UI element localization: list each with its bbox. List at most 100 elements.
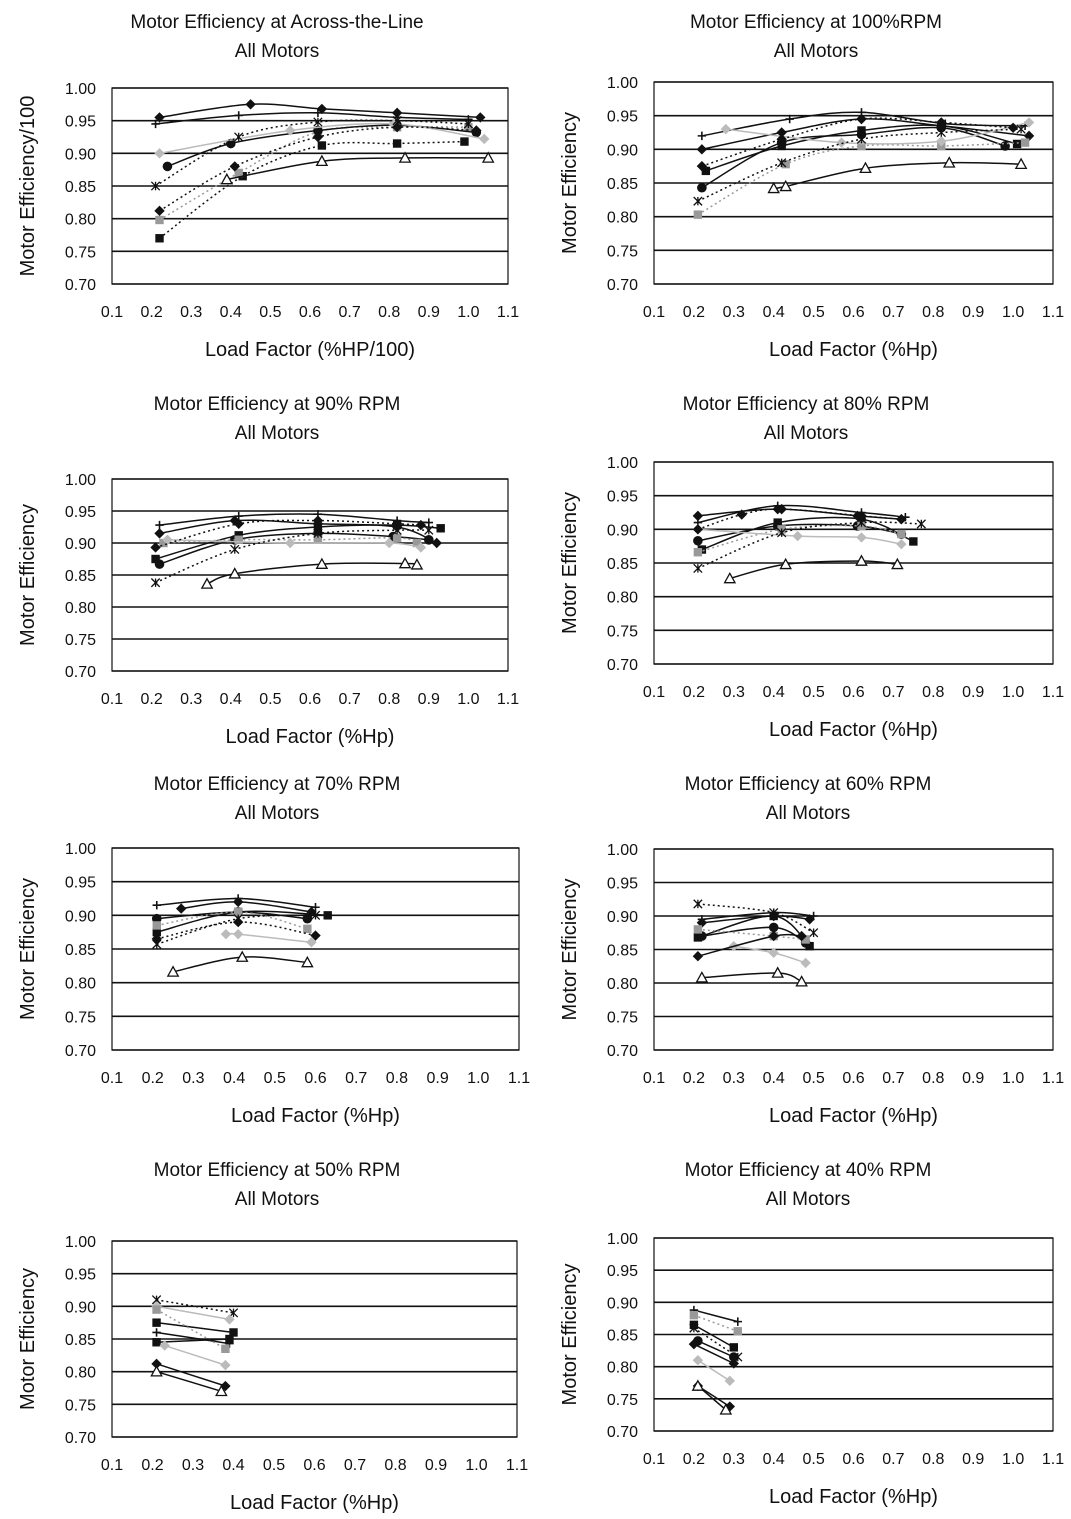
- y-tick-label: 0.90: [65, 1299, 96, 1316]
- x-tick-label: 0.5: [802, 1451, 824, 1468]
- x-tick-label: 0.5: [259, 691, 281, 708]
- data-point: [724, 1401, 736, 1412]
- data-point: [805, 941, 814, 951]
- y-tick-label: 0.80: [65, 1365, 96, 1382]
- data-point: [415, 542, 427, 553]
- series-7: [692, 1355, 736, 1387]
- series-3: [152, 1318, 238, 1337]
- data-point: [696, 160, 708, 172]
- series-line: [693, 1327, 739, 1358]
- x-tick-label: 0.9: [426, 1070, 448, 1087]
- data-point: [693, 563, 703, 574]
- x-tick-label: 0.9: [425, 1457, 447, 1474]
- y-tick-label: 0.80: [65, 976, 96, 993]
- data-point: [475, 112, 486, 123]
- series-6: [220, 928, 317, 948]
- data-point: [310, 910, 321, 920]
- x-tick-label: 0.3: [182, 1070, 204, 1087]
- data-point: [310, 930, 321, 941]
- y-tick-label: 0.75: [607, 243, 638, 260]
- x-tick-label: 1.0: [1002, 304, 1024, 321]
- data-point: [776, 134, 787, 145]
- x-tick-label: 1.1: [497, 304, 519, 321]
- data-point: [233, 518, 244, 529]
- data-point: [767, 181, 781, 194]
- series-8: [692, 930, 807, 962]
- data-point: [155, 234, 164, 243]
- y-tick-label: 0.70: [607, 1424, 638, 1441]
- data-point: [768, 947, 779, 959]
- y-tick-label: 0.70: [65, 664, 96, 681]
- data-point: [152, 901, 161, 910]
- data-point: [857, 141, 866, 151]
- data-point: [856, 134, 867, 144]
- y-tick-label: 0.90: [65, 146, 96, 163]
- x-tick-label: 1.1: [1042, 684, 1064, 701]
- chart-panel-3: Motor Efficiency at 90% RPM All Motors 0.7…: [17, 394, 519, 748]
- y-tick-label: 1.00: [65, 81, 96, 98]
- x-tick-label: 1.1: [508, 1070, 530, 1087]
- x-tick-label: 0.2: [683, 1451, 705, 1468]
- x-tick-label: 1.0: [465, 1457, 487, 1474]
- data-point: [221, 1344, 230, 1353]
- chart-subtitle: All Motors: [774, 41, 858, 62]
- series-line: [701, 516, 914, 551]
- y-tick-label: 0.95: [65, 114, 96, 131]
- data-point: [796, 930, 807, 942]
- x-tick-label: 0.1: [101, 1457, 123, 1474]
- data-point: [942, 156, 956, 168]
- x-axis-label: Load Factor (%Hp): [226, 726, 395, 748]
- series-5: [159, 533, 422, 548]
- y-axis-label: Motor Efficiency: [559, 112, 581, 254]
- data-point: [696, 144, 708, 155]
- data-point: [688, 1338, 700, 1350]
- x-tick-label: 0.1: [101, 304, 123, 321]
- data-point: [392, 533, 402, 543]
- series-5: [693, 1336, 739, 1362]
- x-tick-label: 1.0: [457, 304, 479, 321]
- y-tick-label: 0.90: [607, 1295, 638, 1312]
- x-tick-label: 0.5: [264, 1070, 286, 1087]
- series-line: [729, 560, 898, 580]
- chart-title: Motor Efficiency at 80% RPM: [683, 394, 930, 415]
- data-point: [728, 1358, 739, 1369]
- data-point: [936, 136, 947, 147]
- data-point: [398, 556, 412, 569]
- data-point: [856, 532, 867, 543]
- data-point: [909, 537, 918, 546]
- y-tick-label: 0.70: [65, 1043, 96, 1060]
- x-tick-label: 0.2: [140, 304, 162, 321]
- series-1: [689, 1305, 742, 1326]
- x-tick-label: 0.7: [882, 304, 904, 321]
- chart-title: Motor Efficiency at 60% RPM: [685, 774, 932, 795]
- data-point: [697, 931, 707, 941]
- data-point: [415, 519, 427, 531]
- data-point: [154, 528, 165, 539]
- y-tick-label: 0.85: [65, 179, 96, 196]
- data-point: [836, 137, 847, 148]
- y-tick-label: 0.95: [65, 1267, 96, 1284]
- data-point: [151, 119, 160, 129]
- x-tick-label: 0.7: [345, 1070, 367, 1087]
- x-tick-label: 1.1: [1042, 1451, 1064, 1468]
- data-point: [692, 524, 704, 535]
- data-point: [856, 510, 867, 522]
- y-axis-label: Motor Efficiency: [559, 492, 581, 634]
- x-tick-label: 0.5: [802, 684, 824, 701]
- data-point: [151, 933, 162, 945]
- y-tick-label: 0.75: [65, 1009, 96, 1026]
- data-point: [220, 1359, 231, 1371]
- series-8: [151, 916, 321, 945]
- data-point: [729, 1343, 738, 1352]
- x-tick-label: 0.2: [683, 1070, 705, 1087]
- data-point: [234, 531, 243, 540]
- series-line: [159, 122, 485, 155]
- x-axis-label: Load Factor (%Hp): [230, 1492, 399, 1514]
- x-tick-label: 0.6: [299, 304, 321, 321]
- data-point: [777, 158, 787, 168]
- data-point: [733, 1327, 742, 1336]
- series-line: [725, 121, 1030, 145]
- series-6: [162, 534, 427, 553]
- y-tick-label: 0.95: [607, 876, 638, 893]
